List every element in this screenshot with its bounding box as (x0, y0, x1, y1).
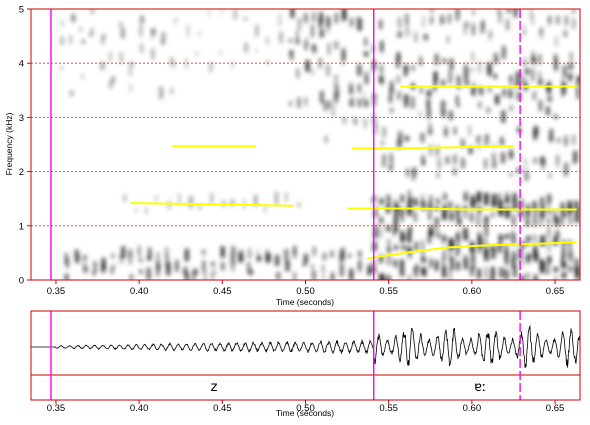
x-tick-label: 0.60 (463, 403, 482, 414)
segment-boundaries-spectrogram (50, 9, 521, 280)
segment-label: z (211, 380, 218, 395)
x-tick-label: 0.50 (296, 403, 315, 414)
y-tick-label: 3 (19, 113, 24, 124)
x-tick-label: 0.65 (546, 403, 565, 414)
segment-label: ɐː (474, 380, 486, 395)
segment-boundaries-waveform (50, 311, 521, 400)
frequency-axis: 0 1 2 3 4 5 (19, 5, 31, 287)
waveform-trace (31, 324, 580, 369)
y-tick-label: 2 (19, 167, 24, 178)
spectrogram-panel: 0 1 2 3 4 5 0.35 0.40 0.45 0.50 0.55 0.60 0.65 Freq… (4, 5, 581, 307)
x-tick-label: 0.50 (296, 286, 315, 297)
x-tick-label: 0.45 (213, 403, 232, 414)
x-tick-label: 0.65 (546, 286, 565, 297)
x-tick-label: 0.40 (130, 403, 149, 414)
formant-track-6 (366, 241, 577, 260)
time-axis-label-waveform: Time (seconds) (276, 408, 334, 418)
y-tick-label: 5 (19, 5, 24, 16)
formant-tracks (130, 85, 577, 260)
x-tick-label: 0.55 (379, 286, 398, 297)
time-axis-label-spectrogram: Time (seconds) (276, 297, 334, 307)
waveform-background (31, 311, 580, 400)
frequency-axis-label: Frequency (kHz) (4, 112, 14, 175)
time-axis-spectrogram: 0.35 0.40 0.45 0.50 0.55 0.60 0.65 (47, 280, 565, 297)
time-axis-waveform: 0.35 0.40 0.45 0.50 0.55 0.60 0.65 (47, 400, 565, 414)
y-tick-label: 4 (19, 59, 24, 70)
segment-labels: z ɐː (211, 380, 487, 395)
x-tick-label: 0.60 (463, 286, 482, 297)
x-tick-label: 0.35 (47, 403, 66, 414)
formant-track-3 (352, 145, 514, 150)
x-tick-label: 0.55 (379, 403, 398, 414)
x-tick-label: 0.40 (130, 286, 149, 297)
x-tick-label: 0.35 (47, 286, 66, 297)
formant-track-4 (347, 207, 577, 211)
frequency-gridlines (31, 62, 580, 227)
y-tick-label: 0 (19, 276, 24, 287)
x-tick-label: 0.45 (213, 286, 232, 297)
y-tick-label: 1 (19, 221, 24, 232)
spectrogram-energy (60, 9, 580, 280)
waveform-panel: z ɐː 0.35 0.40 0.45 0.50 0.55 0.60 0.65 Time (s… (30, 310, 581, 418)
formant-track-2 (130, 202, 294, 207)
